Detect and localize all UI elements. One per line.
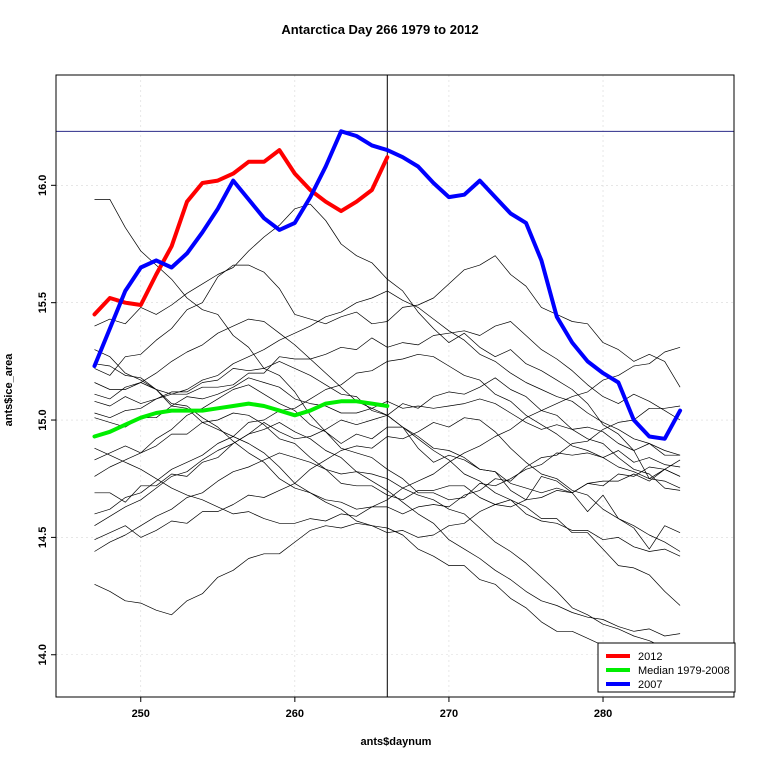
chart-title: Antarctica Day 266 1979 to 2012 <box>281 22 478 37</box>
x-tick-label: 270 <box>440 708 458 720</box>
x-tick-label: 260 <box>286 708 304 720</box>
grid <box>56 75 734 697</box>
y-axis-ticks: 14.0 14.5 15.0 15.5 16.0 <box>37 175 56 665</box>
series-line-median <box>92 399 390 439</box>
y-tick-label: 14.5 <box>37 527 49 548</box>
reference-lines <box>56 75 734 697</box>
plot-frame <box>55 74 735 698</box>
highlight-series-lines <box>92 129 683 441</box>
legend: 2012 Median 1979-2008 2007 <box>597 642 736 693</box>
legend-label-2007: 2007 <box>638 679 662 691</box>
y-axis-label: ants$ice_area <box>3 353 15 427</box>
y-tick-label: 15.5 <box>37 292 49 313</box>
x-tick-label: 280 <box>594 708 612 720</box>
legend-label-median: Median 1979-2008 <box>638 665 730 677</box>
x-axis-label: ants$daynum <box>361 736 432 748</box>
x-tick-label: 250 <box>132 708 150 720</box>
y-tick-label: 16.0 <box>37 175 49 196</box>
y-tick-label: 15.0 <box>37 409 49 430</box>
x-axis-ticks: 250 260 270 280 <box>132 697 612 720</box>
legend-label-2012: 2012 <box>638 651 662 663</box>
y-tick-label: 14.0 <box>37 644 49 665</box>
series-line-2012 <box>92 148 390 317</box>
series-line-2007 <box>92 129 683 441</box>
